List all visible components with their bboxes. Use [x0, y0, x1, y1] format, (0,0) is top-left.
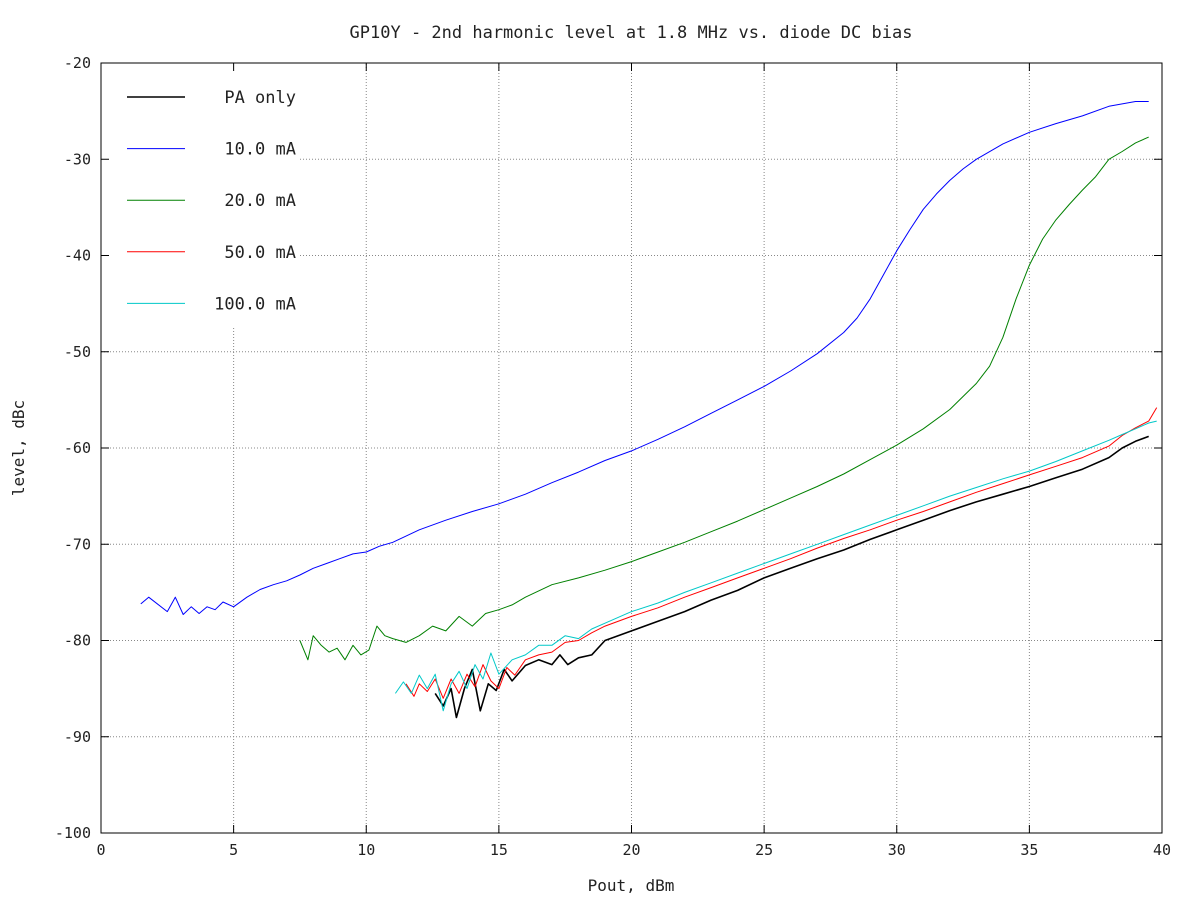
x-tick-label: 20: [622, 841, 640, 859]
x-tick-label: 35: [1020, 841, 1038, 859]
x-axis-label: Pout, dBm: [588, 876, 675, 895]
ticks: 0 5 10 15 20 25 30 35 40 -100 -90 -80 -70 -60 -50 -40 -3…: [55, 54, 1171, 859]
y-tick-label: -20: [64, 54, 91, 72]
series-line-100-0-ma: [394, 420, 1157, 712]
series-line-pa-only: [434, 435, 1149, 719]
grid: [101, 63, 1162, 833]
legend-label-100-0-ma: 100.0 mA: [214, 294, 296, 314]
series-line-50-0-ma: [405, 407, 1158, 699]
series-line-20-0-ma: [299, 136, 1149, 661]
series-line-10-0-ma: [140, 101, 1149, 615]
y-tick-label: -100: [55, 824, 91, 842]
y-tick-label: -30: [64, 150, 91, 168]
x-tick-label: 10: [357, 841, 375, 859]
y-axis-label: level, dBc: [9, 400, 28, 496]
legend-label-pa-only: PA only: [224, 88, 296, 108]
chart-title: GP10Y - 2nd harmonic level at 1.8 MHz vs…: [350, 23, 913, 43]
y-tick-label: -60: [64, 439, 91, 457]
y-tick-label: -40: [64, 247, 91, 265]
legend: PA only 10.0 mA 20.0 mA 50.0 mA 100.0 mA: [127, 88, 296, 314]
y-tick-label: -70: [64, 535, 91, 553]
y-tick-label: -90: [64, 728, 91, 746]
y-tick-label: -80: [64, 632, 91, 650]
x-tick-label: 25: [755, 841, 773, 859]
x-tick-label: 5: [229, 841, 238, 859]
legend-label-20-0-ma: 20.0 mA: [224, 191, 296, 211]
x-tick-label: 0: [96, 841, 105, 859]
legend-label-10-0-ma: 10.0 mA: [224, 140, 296, 160]
y-tick-label: -50: [64, 343, 91, 361]
legend-label-50-0-ma: 50.0 mA: [224, 243, 296, 263]
x-tick-label: 30: [888, 841, 906, 859]
series-layer: [140, 101, 1158, 719]
x-tick-label: 15: [490, 841, 508, 859]
x-tick-label: 40: [1153, 841, 1171, 859]
